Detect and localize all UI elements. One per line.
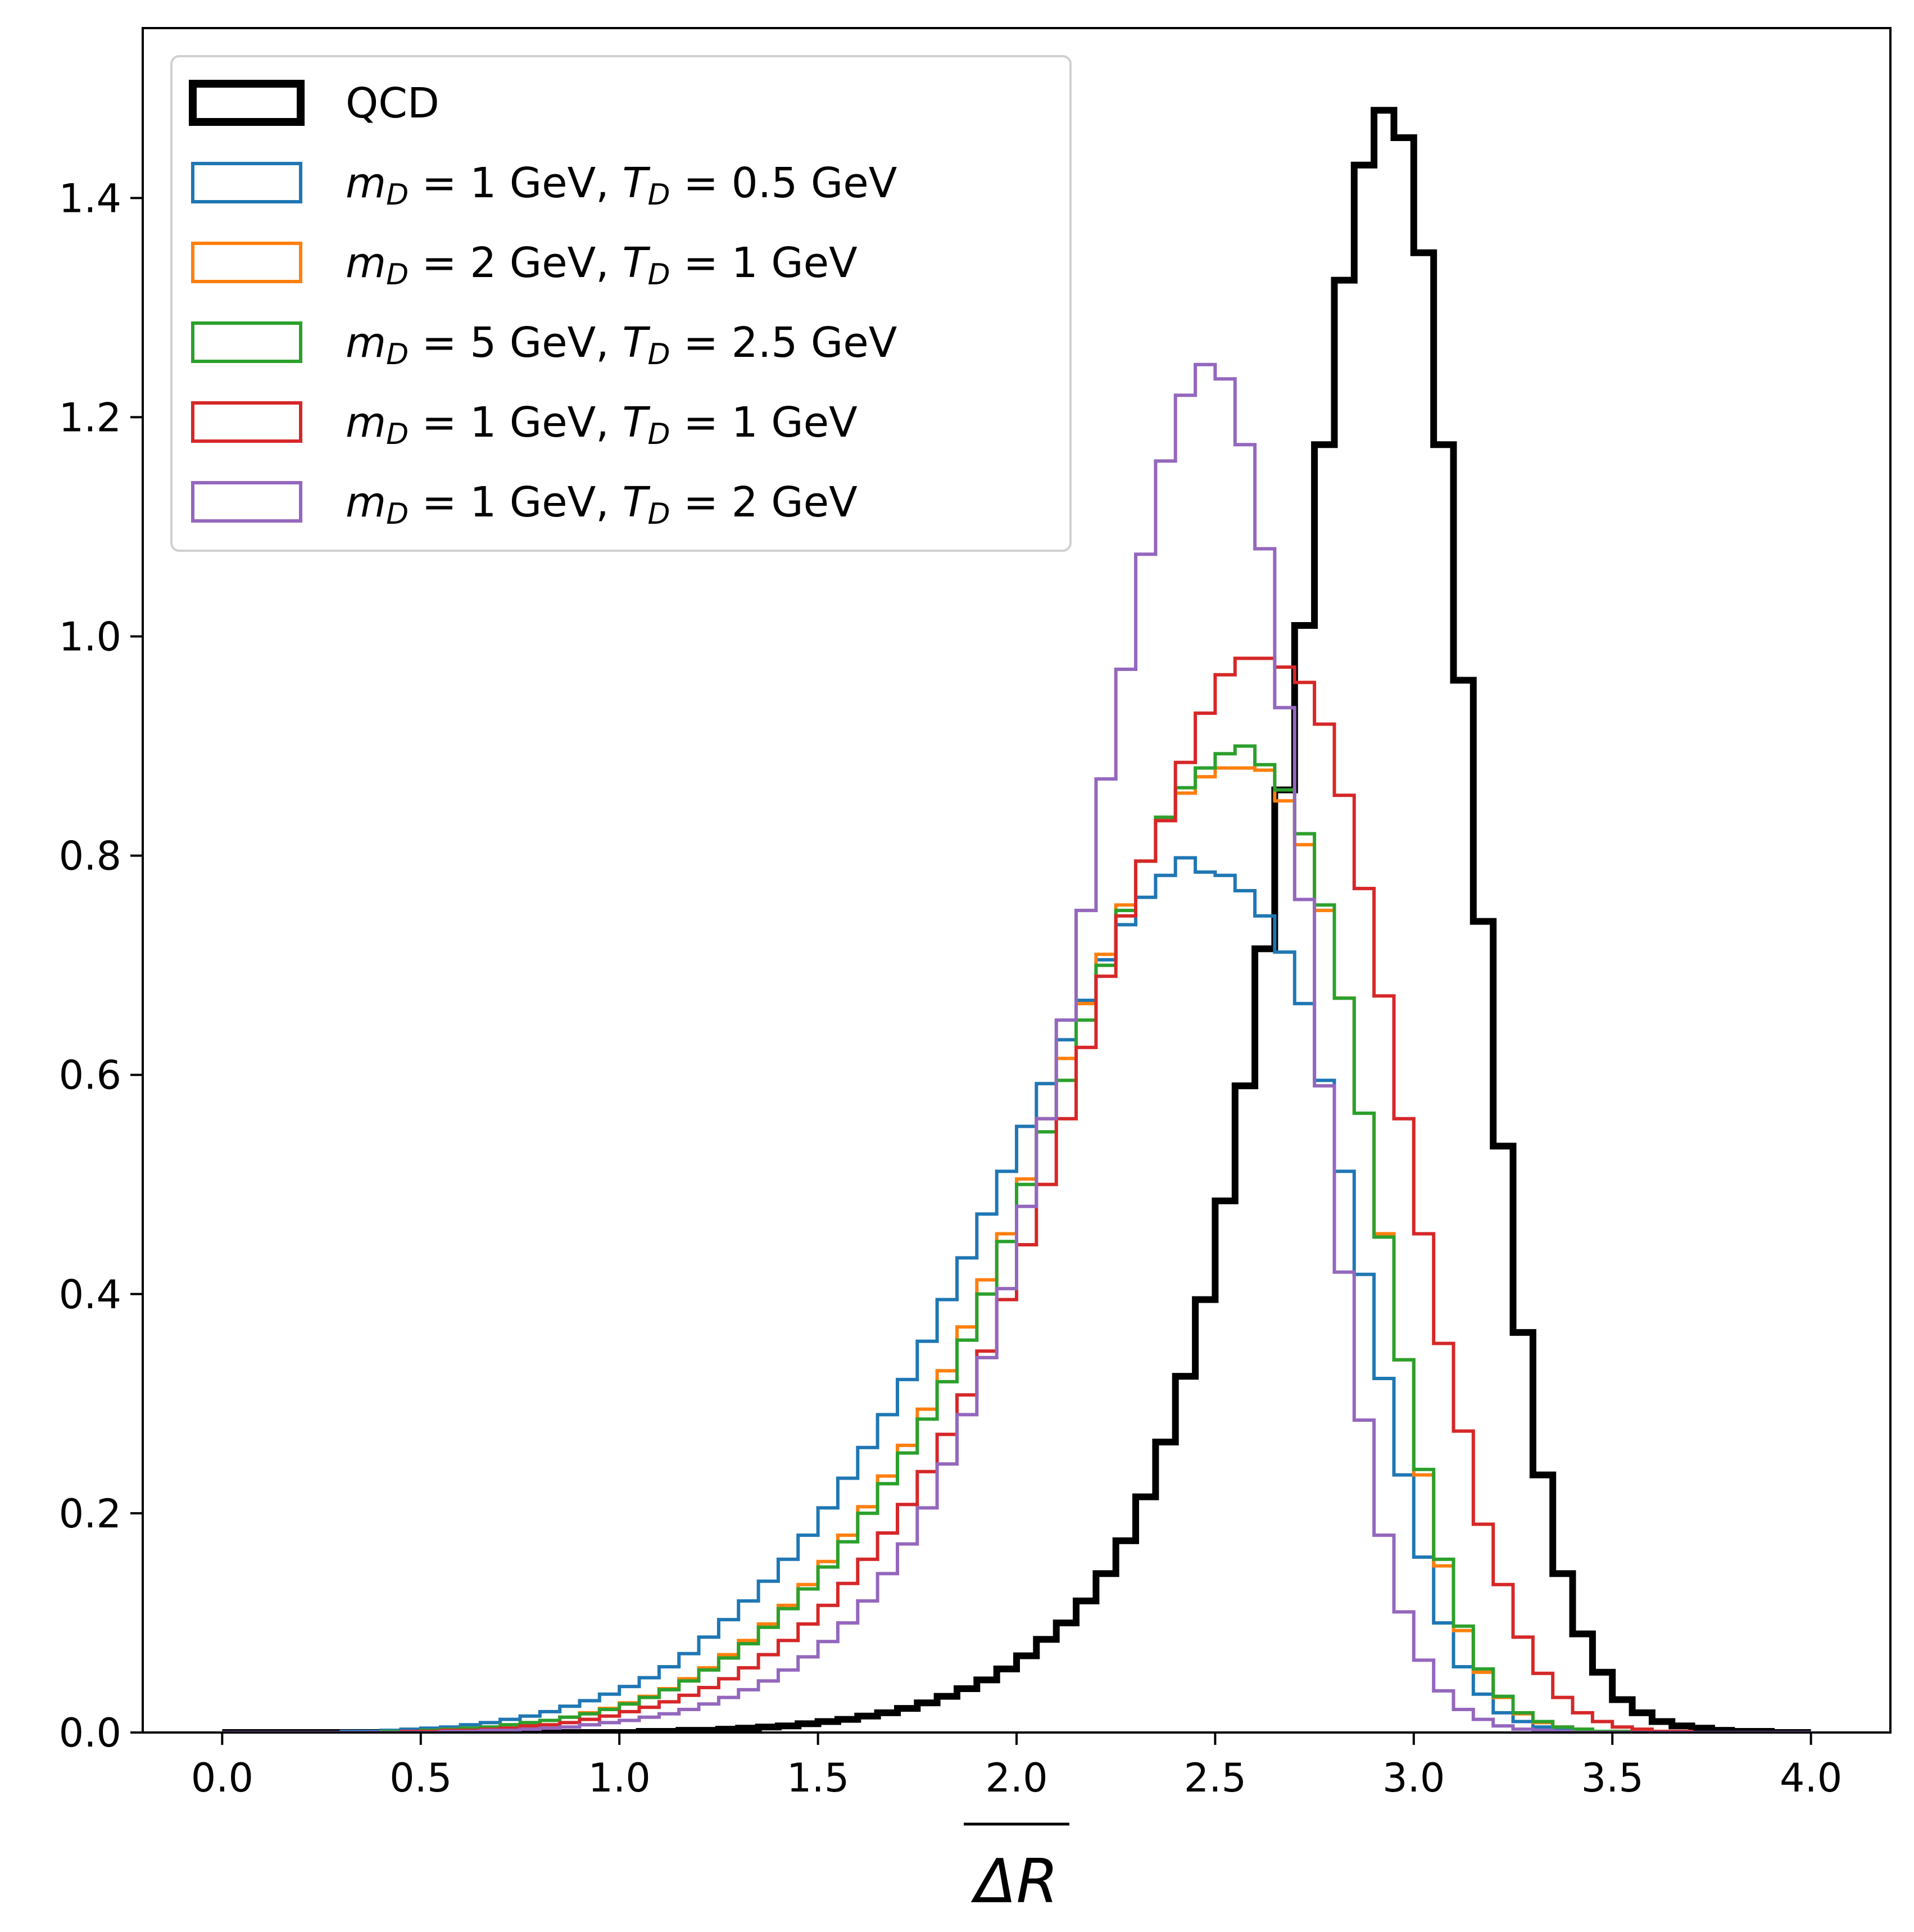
x-tick-label: 1.0 — [588, 1755, 651, 1801]
x-tick-label: 3.5 — [1581, 1755, 1644, 1801]
legend-swatch-4 — [191, 401, 302, 443]
series-5-step-line — [222, 362, 1811, 1733]
x-axis-label: ΔR — [971, 1847, 1059, 1917]
series-4-step-line — [222, 656, 1811, 1733]
legend-label-2: mD = 2 GeV, TD = 1 GeV — [346, 239, 858, 292]
y-tick-label: 1.4 — [59, 175, 121, 221]
x-tick-label: 1.5 — [787, 1755, 849, 1801]
x-tick-label: 2.0 — [985, 1755, 1047, 1801]
y-tick-label: 0.8 — [59, 833, 121, 879]
x-tick-label: 0.5 — [389, 1755, 452, 1801]
legend-label-3: mD = 5 GeV, TD = 2.5 GeV — [346, 319, 897, 371]
y-tick-label: 0.6 — [59, 1053, 121, 1099]
y-tick-label: 0.2 — [59, 1491, 121, 1537]
x-tick-label: 4.0 — [1780, 1755, 1842, 1801]
y-tick-label: 0.0 — [59, 1710, 121, 1756]
legend-swatch-3 — [191, 321, 302, 363]
legend-swatch-1 — [191, 162, 302, 203]
x-tick-label: 3.0 — [1382, 1755, 1445, 1801]
y-tick-label: 0.4 — [59, 1272, 121, 1318]
legend-swatch-0 — [189, 80, 305, 126]
legend-swatch-2 — [191, 242, 302, 283]
legend-label-4: mD = 1 GeV, TD = 1 GeV — [346, 398, 858, 451]
y-tick-label: 1.0 — [59, 614, 121, 660]
legend-label-5: mD = 1 GeV, TD = 2 GeV — [346, 478, 858, 531]
legend-label-0: QCD — [346, 79, 439, 128]
legend-swatch-5 — [191, 481, 302, 523]
legend-box — [170, 55, 1072, 552]
x-tick-label: 2.5 — [1184, 1755, 1246, 1801]
legend-label-1: mD = 1 GeV, TD = 0.5 GeV — [346, 159, 897, 212]
x-tick-label: 0.0 — [191, 1755, 253, 1801]
y-tick-label: 1.2 — [59, 394, 121, 441]
